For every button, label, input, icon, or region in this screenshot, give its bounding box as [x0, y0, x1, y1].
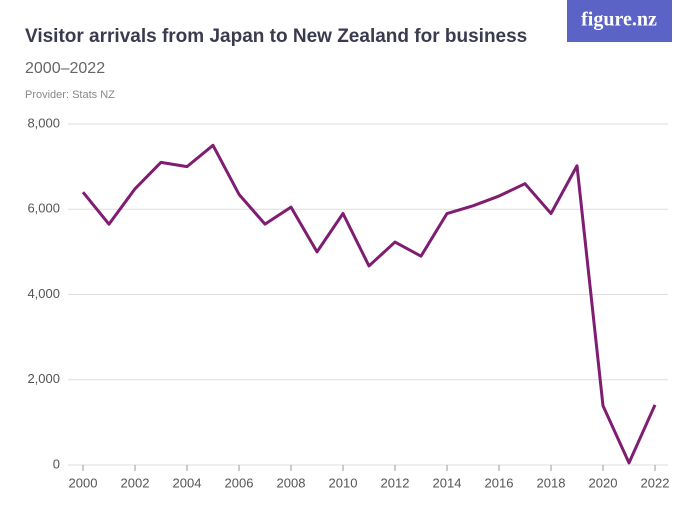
y-tick-label: 8,000 — [27, 115, 60, 130]
x-tick-label: 2022 — [641, 475, 670, 490]
brand-box — [567, 0, 672, 42]
x-tick-label: 2002 — [121, 475, 150, 490]
x-tick-label: 2016 — [485, 475, 514, 490]
x-tick-label: 2014 — [433, 475, 462, 490]
x-tick-label: 2010 — [329, 475, 358, 490]
provider: Provider: Stats NZ — [25, 89, 115, 101]
x-tick-label: 2006 — [225, 475, 254, 490]
x-tick-label: 2012 — [381, 475, 410, 490]
y-tick-label: 0 — [53, 456, 60, 471]
x-tick-label: 2000 — [69, 475, 98, 490]
chart-subtitle: 2000–2022 — [25, 60, 105, 77]
x-tick-label: 2018 — [537, 475, 566, 490]
x-tick-label: 2020 — [589, 475, 618, 490]
brand-logo: figure.nz — [581, 9, 657, 31]
y-tick-label: 2,000 — [27, 371, 60, 386]
x-tick-label: 2008 — [277, 475, 306, 490]
chart-title: Visitor arrivals from Japan to New Zeala… — [25, 26, 527, 47]
data-line — [81, 143, 657, 465]
x-tick-label: 2004 — [173, 475, 202, 490]
y-tick-label: 6,000 — [27, 201, 60, 216]
y-tick-label: 4,000 — [27, 286, 60, 301]
